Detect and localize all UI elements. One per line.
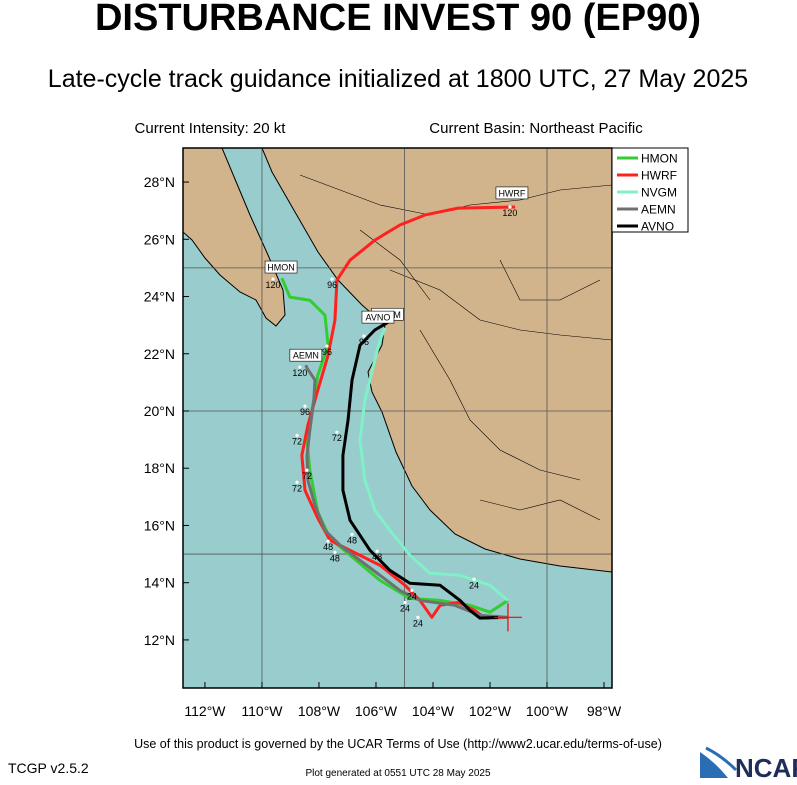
track xyxy=(304,364,509,619)
legend: HMON HWRF NVGM AEMN AVNO xyxy=(611,147,689,234)
legend-label: HMON xyxy=(641,152,678,166)
y-tick-label: 12°N xyxy=(144,632,175,648)
x-tick-label: 102°W xyxy=(469,703,512,719)
hour-label: 72 xyxy=(302,471,312,481)
hour-label: 72 xyxy=(332,433,342,443)
x-tick-label: 112°W xyxy=(184,703,226,719)
hour-label: 120 xyxy=(502,208,517,218)
model-label: AEMN xyxy=(293,351,319,361)
hour-label: 48 xyxy=(323,542,333,552)
hour-label: 48 xyxy=(372,552,382,562)
hour-label: 48 xyxy=(347,535,357,545)
forecast-dot xyxy=(362,334,366,338)
forecast-dot xyxy=(350,532,354,536)
x-tick-label: 100°W xyxy=(526,703,569,719)
forecast-dot xyxy=(326,539,330,543)
hour-label: 24 xyxy=(400,603,410,613)
grid xyxy=(183,148,612,688)
y-tick-label: 14°N xyxy=(144,575,175,591)
forecast-dot xyxy=(403,600,407,605)
legend-label: HWRF xyxy=(641,169,677,183)
track xyxy=(300,205,516,620)
hour-label: 120 xyxy=(292,368,307,378)
y-tick-label: 16°N xyxy=(144,517,175,533)
x-tick-label: 104°W xyxy=(412,703,455,719)
hour-label: 120 xyxy=(266,280,281,290)
generated: Plot generated at 0551 UTC 28 May 2025 xyxy=(305,768,491,779)
hour-label: 96 xyxy=(322,347,332,357)
baja xyxy=(183,148,286,327)
model-label: HMON xyxy=(267,263,295,273)
x-tick-label: 108°W xyxy=(298,703,341,719)
y-tick-label: 28°N xyxy=(144,174,175,190)
subtitle: Late-cycle track guidance initialized at… xyxy=(48,65,748,93)
x-tick-label: 106°W xyxy=(355,703,398,719)
forecast-dot xyxy=(472,577,476,581)
legend-items: HMON HWRF NVGM AEMN AVNO xyxy=(617,152,678,234)
forecast-dot xyxy=(295,480,299,484)
forecast-dot xyxy=(305,468,309,472)
hour-label: 96 xyxy=(327,280,337,290)
hour-label: 24 xyxy=(407,591,417,601)
hour-label: 24 xyxy=(469,580,479,590)
y-tick-label: 22°N xyxy=(144,346,175,362)
forecast-dot xyxy=(335,430,339,434)
tracks: HMONHWRFNVGMAEMNAVNO24242424484848487272… xyxy=(264,186,529,632)
map-area: HMONHWRFNVGMAEMNAVNO24242424484848487272… xyxy=(183,148,612,688)
track xyxy=(358,327,509,602)
y-tick-label: 26°N xyxy=(144,231,175,247)
hour-label: 72 xyxy=(292,436,302,446)
legend-box xyxy=(611,147,689,233)
ticks: 112°W 110°W 108°W 106°W 104°W 102°W 100°W 98°W 1… xyxy=(144,174,622,719)
terms: Use of this product is governed by the U… xyxy=(134,737,662,751)
forecast-dot xyxy=(325,344,329,348)
forecast-dot xyxy=(295,433,299,437)
forecast-dot xyxy=(303,404,307,408)
model-label-box xyxy=(264,260,298,274)
forecast-dot xyxy=(298,365,302,369)
legend-label: AEMN xyxy=(641,203,676,217)
forecast-dot xyxy=(410,588,414,593)
model-label: HWRF xyxy=(498,188,525,198)
x-tick-label: 98°W xyxy=(587,703,622,719)
y-tick-label: 18°N xyxy=(144,460,175,476)
model-label-box xyxy=(289,348,323,362)
hour-label: 48 xyxy=(330,553,340,563)
intensity: Current Intensity: 20 kt xyxy=(135,120,287,137)
logo-text: NCAR xyxy=(735,753,797,780)
forecast-dot xyxy=(508,205,512,209)
hour-label: 96 xyxy=(300,407,310,417)
map-frame xyxy=(182,147,613,689)
legend-label: AVNO xyxy=(641,220,674,234)
forecast-dot xyxy=(330,277,334,281)
hour-label: 72 xyxy=(292,483,302,493)
basin: Current Basin: Northeast Pacific xyxy=(429,120,643,137)
forecast-dot xyxy=(375,549,379,553)
forecast-dot xyxy=(271,277,275,281)
hour-label: 96 xyxy=(359,337,369,347)
ncar-logo: NCAR xyxy=(700,746,797,783)
model-label-box xyxy=(361,310,395,324)
y-tick-label: 20°N xyxy=(144,403,175,419)
legend-label: NVGM xyxy=(641,186,677,200)
version: TCGP v2.5.2 xyxy=(8,760,89,776)
forecast-dot xyxy=(333,550,337,554)
logo-swoosh xyxy=(705,746,738,772)
title: DISTURBANCE INVEST 90 (EP90) xyxy=(95,0,701,39)
hour-label: 24 xyxy=(413,618,423,628)
logo-swoosh xyxy=(700,752,728,778)
forecast-dot xyxy=(416,615,420,619)
y-tick-label: 24°N xyxy=(144,289,175,305)
x-tick-label: 110°W xyxy=(241,703,283,719)
initial-position xyxy=(493,603,522,632)
track xyxy=(341,320,499,620)
model-label-box xyxy=(495,186,529,200)
model-label: AVNO xyxy=(366,313,391,323)
